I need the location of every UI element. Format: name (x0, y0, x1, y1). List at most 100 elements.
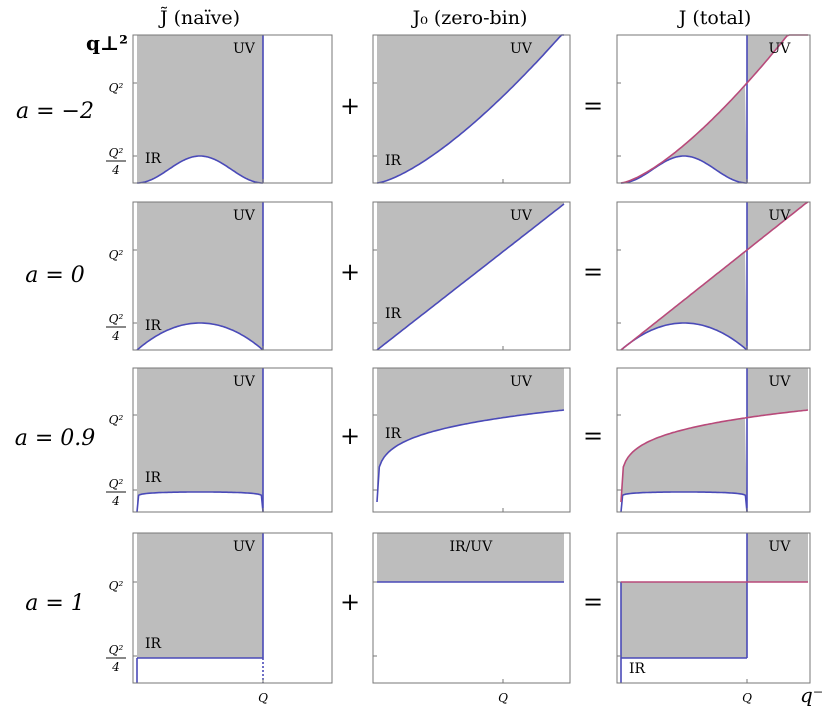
plus-sign-row-2: + (340, 258, 360, 286)
panel-naive: IR UV (132, 201, 333, 351)
column-title-zero-bin: J₀ (zero-bin) (411, 7, 528, 29)
tick-q2-over-4-denominator: 4 (111, 329, 120, 343)
panel-total: IR UV (616, 532, 811, 684)
region-label-ir: IR (385, 306, 402, 322)
row-label-a-minus-2: a = −2 (16, 99, 94, 124)
region-label-uv: UV (510, 208, 533, 224)
shaded-region-ir (621, 582, 747, 658)
panel-frame (616, 34, 811, 184)
region-label-ir-uv: IR/UV (450, 539, 494, 555)
boundary-curve (137, 155, 263, 184)
y-ticks-row-3: Q² Q² 4 (106, 413, 126, 508)
panel-zero-bin: IR UV (372, 367, 571, 513)
region-label-uv: UV (233, 374, 256, 390)
y-ticks-row-4: Q² Q² 4 (106, 579, 126, 674)
tick-q2: Q² (109, 413, 124, 427)
panel-frame (372, 201, 571, 351)
region-label-ir: IR (145, 470, 162, 486)
panel-frame (616, 532, 811, 684)
shaded-region-uv (747, 533, 808, 582)
shaded-region (137, 202, 263, 350)
y-axis-label: q⊥² (86, 31, 128, 55)
plus-sign-row-3: + (340, 422, 360, 450)
x-axis-label: q⁻ (800, 683, 823, 707)
equals-sign-row-1: = (583, 92, 603, 120)
tick-q2-over-4-denominator: 4 (111, 163, 120, 177)
region-label-uv: UV (233, 41, 256, 57)
boundary-curve (136, 322, 264, 351)
panel-frame (372, 532, 571, 684)
tick-q2: Q² (109, 248, 124, 262)
panel-frame (132, 532, 333, 684)
panel-frame (132, 34, 333, 184)
panel-row-3: IR UV IR UV UV (132, 367, 811, 513)
region-label-ir: IR (629, 661, 646, 677)
equals-sign-row-3: = (583, 422, 603, 450)
y-ticks-row-2: Q² Q² 4 (106, 248, 126, 343)
tick-q2: Q² (109, 579, 124, 593)
x-tick-q-total: Q (742, 691, 752, 705)
shaded-region (377, 35, 564, 183)
region-label-ir: IR (145, 636, 162, 652)
zero-bin-boundary (620, 409, 809, 503)
naive-boundary (620, 322, 748, 351)
zero-bin-boundary (620, 34, 808, 184)
panel-zero-bin: IR/UV (372, 532, 571, 684)
panel-row-4: IR UV IR/UV IR UV (132, 532, 811, 684)
panel-total: UV (616, 34, 811, 184)
plus-sign-row-1: + (340, 92, 360, 120)
boundary-curve (136, 491, 264, 513)
tick-q2-over-4-numerator: Q² (109, 312, 124, 326)
y-ticks-row-1: Q² Q² 4 (106, 81, 126, 177)
x-tick-q-naive: Q (258, 691, 268, 705)
region-label-ir: IR (385, 153, 402, 169)
tick-q2: Q² (109, 81, 124, 95)
region-label-uv: UV (233, 208, 256, 224)
x-tick-q-zero-bin: Q (498, 691, 508, 705)
zero-bin-boundary (620, 201, 809, 351)
naive-boundary (621, 155, 747, 184)
panel-frame (132, 367, 333, 513)
panel-frame (372, 34, 571, 184)
region-label-uv: UV (510, 41, 533, 57)
region-label-ir: IR (145, 151, 162, 167)
shaded-region (377, 368, 564, 502)
panel-row-1: IR UV IR UV UV (132, 34, 811, 184)
panel-frame (616, 201, 811, 351)
shaded-region-uv (747, 35, 808, 83)
panel-zero-bin: IR UV (372, 34, 571, 184)
shaded-region-between (621, 85, 747, 183)
tick-q2-over-4-numerator: Q² (109, 643, 124, 657)
shaded-region (137, 368, 263, 512)
equals-sign-row-2: = (583, 258, 603, 286)
panel-frame (372, 367, 571, 513)
naive-boundary (620, 491, 748, 513)
column-title-total: J (total) (677, 7, 752, 29)
row-label-a-0: a = 0 (25, 263, 85, 288)
panel-naive: IR UV (132, 34, 333, 184)
plus-sign-row-4: + (340, 588, 360, 616)
region-label-uv: UV (510, 374, 533, 390)
shaded-region (137, 533, 263, 658)
tick-q2-over-4-denominator: 4 (111, 660, 120, 674)
row-label-a-0-9: a = 0.9 (15, 426, 96, 451)
shaded-region-uv (747, 368, 808, 418)
boundary-curve (376, 409, 565, 503)
shaded-region (137, 35, 263, 183)
region-label-uv: UV (233, 539, 256, 555)
row-label-a-1: a = 1 (25, 591, 85, 616)
tick-q2-over-4-numerator: Q² (109, 477, 124, 491)
boundary-curve (376, 203, 565, 351)
panel-frame (132, 201, 333, 351)
region-label-uv: UV (769, 539, 792, 555)
panel-naive: IR UV (132, 532, 333, 684)
region-label-uv: UV (769, 208, 792, 224)
panel-row-2: IR UV IR UV UV (132, 201, 811, 351)
shaded-region-between (621, 418, 747, 512)
tick-q2-over-4-numerator: Q² (109, 146, 124, 160)
panel-naive: IR UV (132, 367, 333, 513)
boundary-curve (376, 34, 564, 184)
region-label-uv: UV (769, 41, 792, 57)
